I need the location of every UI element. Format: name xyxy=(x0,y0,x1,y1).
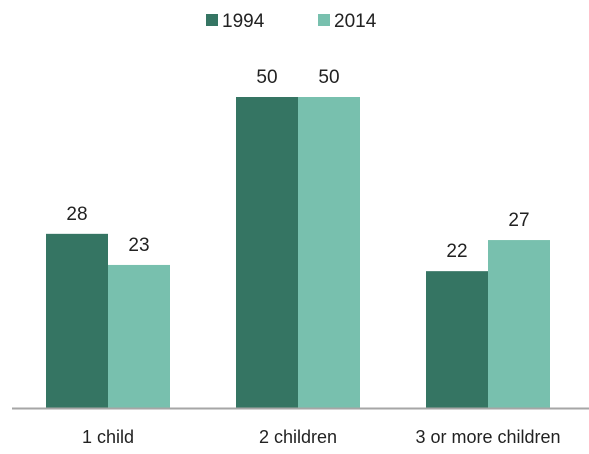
value-label-1994-0: 28 xyxy=(66,204,87,225)
value-label-1994-1: 50 xyxy=(256,67,277,88)
value-label-2014-0: 23 xyxy=(128,235,149,256)
legend-label-2014: 2014 xyxy=(334,11,377,32)
legend-swatch-1994 xyxy=(206,14,218,26)
bar-1994-1 xyxy=(236,97,298,408)
bar-2014-1 xyxy=(298,97,360,408)
bars-group xyxy=(46,97,550,408)
bar-1994-2 xyxy=(426,271,488,408)
bar-1994-0 xyxy=(46,233,108,408)
legend-swatch-2014 xyxy=(318,14,330,26)
category-labels-group: 1 child 2 children 3 or more children xyxy=(82,427,561,447)
value-label-2014-2: 27 xyxy=(508,210,529,231)
category-label-0: 1 child xyxy=(82,427,134,447)
category-label-1: 2 children xyxy=(259,427,337,447)
legend: 1994 2014 xyxy=(206,11,377,32)
bar-2014-0 xyxy=(108,264,170,408)
category-label-2: 3 or more children xyxy=(415,427,560,447)
bar-2014-2 xyxy=(488,240,550,408)
value-label-2014-1: 50 xyxy=(318,67,339,88)
value-label-1994-2: 22 xyxy=(446,241,467,262)
value-labels-group: 28 23 50 50 22 27 xyxy=(66,67,529,262)
legend-label-1994: 1994 xyxy=(222,11,265,32)
